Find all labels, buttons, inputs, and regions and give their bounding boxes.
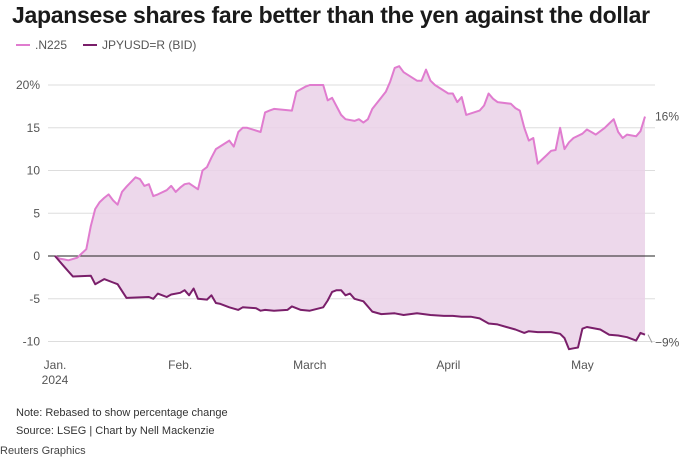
- chart-source: Source: LSEG | Chart by Nell Mackenzie: [16, 425, 215, 437]
- y-tick-label: 0: [33, 249, 40, 263]
- series-line-jpy: [54, 255, 646, 351]
- y-tick-label: 5: [33, 206, 40, 220]
- brand-credit: Reuters Graphics: [0, 445, 86, 457]
- y-tick-label: -5: [29, 292, 40, 306]
- chart-note: Note: Rebased to show percentage change: [16, 407, 228, 419]
- series-line-n225: [54, 65, 646, 262]
- x-tick-label: April: [436, 358, 460, 372]
- end-label-jpy: −9%: [655, 336, 680, 350]
- end-label-leader-jpy: [647, 334, 653, 343]
- chart-title: Japansese shares fare better than the ye…: [12, 2, 650, 28]
- legend: .N225 JPYUSD=R (BID): [16, 38, 196, 52]
- end-label-n225: 16%: [655, 110, 679, 124]
- x-tick-label: Feb.: [168, 358, 192, 372]
- y-tick-label: 15: [27, 121, 41, 135]
- fill-between-area: [55, 66, 645, 350]
- legend-swatch-n225: [16, 44, 30, 46]
- y-tick-label: 10: [27, 164, 41, 178]
- legend-label-n225: .N225: [35, 38, 68, 52]
- x-tick-label: May: [571, 358, 594, 372]
- y-tick-label: 20%: [16, 78, 40, 92]
- legend-swatch-jpy: [83, 44, 98, 46]
- x-tick-label: March: [293, 358, 326, 372]
- x-tick-label: Jan.: [44, 358, 67, 372]
- y-tick-label: -10: [23, 335, 41, 349]
- legend-label-jpy: JPYUSD=R (BID): [102, 38, 197, 52]
- legend-item-n225: .N225: [16, 38, 67, 52]
- legend-item-jpy: JPYUSD=R (BID): [83, 38, 196, 52]
- x-tick-sublabel: 2024: [42, 373, 69, 387]
